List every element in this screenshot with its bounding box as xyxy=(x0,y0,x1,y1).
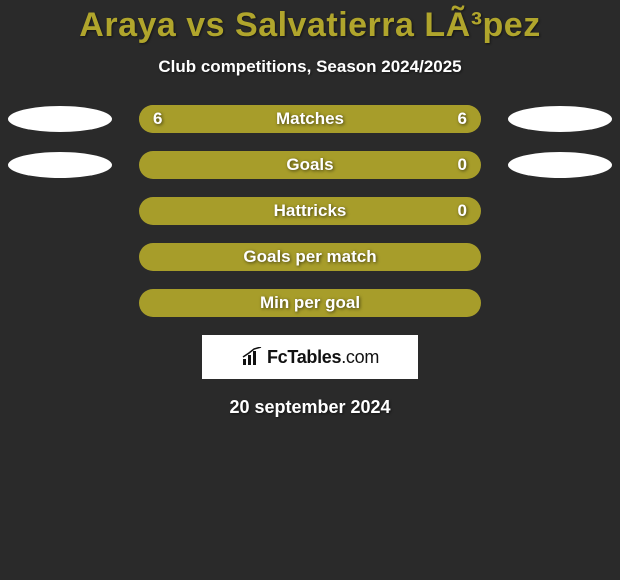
stat-bar: 6 6 Matches xyxy=(139,105,481,133)
stat-row: 0 Goals xyxy=(0,151,620,179)
stat-bar: Goals per match xyxy=(139,243,481,271)
stats-section: 6 6 Matches 0 Goals 0 Hattricks Goals per match… xyxy=(0,105,620,317)
stat-bar: 0 Goals xyxy=(139,151,481,179)
page-title: Araya vs Salvatierra LÃ³pez xyxy=(0,6,620,45)
stat-label: Matches xyxy=(276,109,344,129)
player-ellipse-right xyxy=(508,152,612,178)
stat-row: 6 6 Matches xyxy=(0,105,620,133)
subtitle: Club competitions, Season 2024/2025 xyxy=(0,57,620,77)
player-ellipse-left xyxy=(8,152,112,178)
stat-value-right: 0 xyxy=(458,201,467,221)
stat-label: Hattricks xyxy=(274,201,347,221)
date-label: 20 september 2024 xyxy=(0,397,620,418)
logo-text: FcTables.com xyxy=(267,347,379,368)
stat-label: Min per goal xyxy=(260,293,360,313)
logo-text-light: .com xyxy=(341,347,379,367)
stat-row: 0 Hattricks xyxy=(0,197,620,225)
stat-row: Goals per match xyxy=(0,243,620,271)
logo-box: FcTables.com xyxy=(202,335,418,379)
stat-label: Goals xyxy=(286,155,333,175)
stat-bar: 0 Hattricks xyxy=(139,197,481,225)
logo-text-bold: FcTables xyxy=(267,347,341,367)
stat-bar: Min per goal xyxy=(139,289,481,317)
player-ellipse-right xyxy=(508,106,612,132)
player-ellipse-left xyxy=(8,106,112,132)
stat-value-right: 6 xyxy=(458,109,467,129)
chart-icon xyxy=(241,347,263,367)
stat-label: Goals per match xyxy=(243,247,376,267)
stat-value-right: 0 xyxy=(458,155,467,175)
stat-value-left: 6 xyxy=(153,109,162,129)
comparison-card: Araya vs Salvatierra LÃ³pez Club competi… xyxy=(0,0,620,580)
stat-row: Min per goal xyxy=(0,289,620,317)
